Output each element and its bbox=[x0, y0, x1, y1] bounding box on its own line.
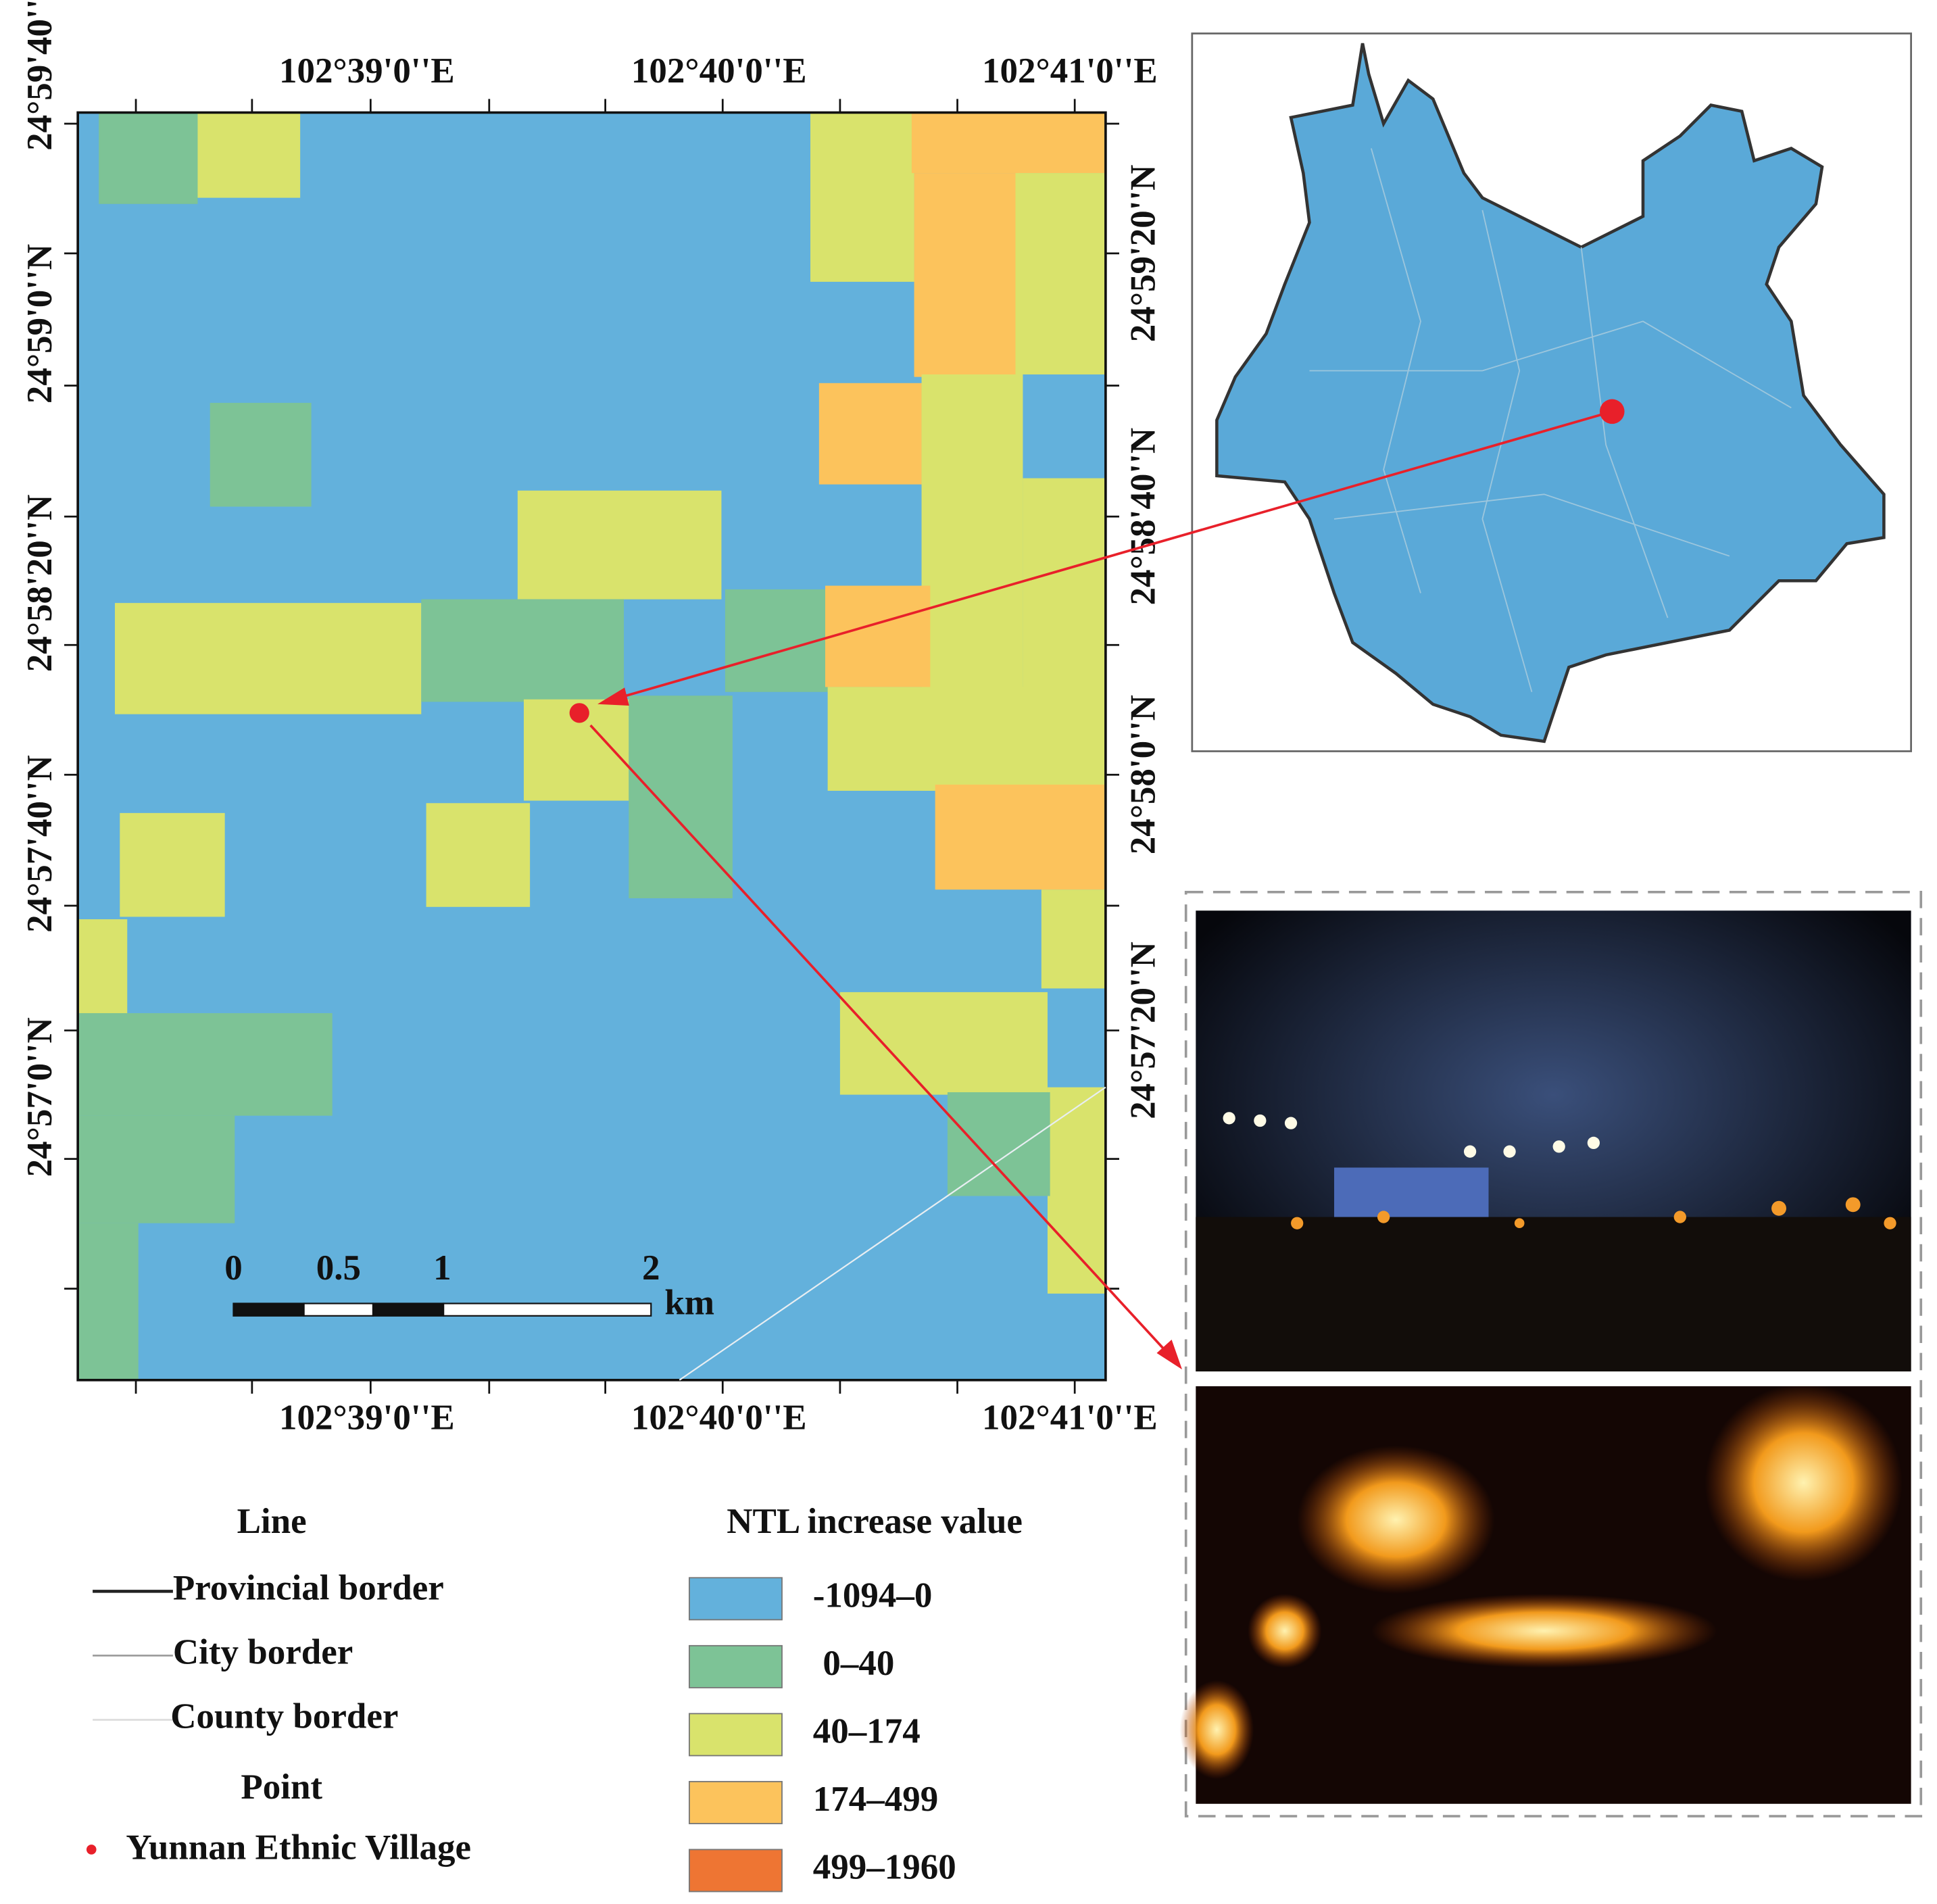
legend-label: -1094–0 bbox=[813, 1576, 933, 1615]
lat-label: 24°58'20''N bbox=[20, 495, 59, 673]
cell bbox=[120, 812, 225, 917]
cell bbox=[1041, 889, 1106, 989]
legend-title: Point bbox=[241, 1767, 322, 1807]
scale-label: 2 bbox=[642, 1248, 660, 1288]
legend-swatch bbox=[689, 1849, 783, 1893]
cell bbox=[935, 784, 1106, 890]
cell bbox=[210, 403, 312, 507]
scale-segment bbox=[372, 1302, 445, 1317]
cell bbox=[818, 383, 922, 485]
cell bbox=[78, 1223, 139, 1380]
legend-label: 174–499 bbox=[813, 1780, 939, 1819]
legend-point bbox=[86, 1845, 97, 1855]
lon-label: 102°41'0''E bbox=[982, 51, 1158, 91]
cell bbox=[810, 112, 914, 282]
cell bbox=[1047, 1087, 1106, 1294]
coord-labels: 102°39'0''E 102°39'0''E 102°40'0''E 102°40'… bbox=[20, 0, 1162, 1437]
lat-label: 24°57'0''N bbox=[20, 1017, 59, 1177]
scale-label: 0.5 bbox=[316, 1248, 361, 1288]
lon-label: 102°41'0''E bbox=[982, 1398, 1158, 1437]
arrows bbox=[589, 410, 1613, 1370]
raster bbox=[78, 112, 1106, 1380]
photo-frame bbox=[1184, 891, 1923, 1817]
legend-label: Yunnan Ethnic Village bbox=[126, 1828, 471, 1867]
ticks bbox=[64, 99, 1119, 1394]
cell bbox=[629, 695, 733, 898]
lat-label: 24°58'0''N bbox=[1123, 695, 1162, 854]
ntl-legend: -1094–0 0–40 40–174 174–499 499–1960 bbox=[689, 1576, 956, 1893]
cell bbox=[78, 919, 128, 1022]
legend-label: 0–40 bbox=[823, 1644, 894, 1683]
cell bbox=[197, 112, 301, 198]
lon-label: 102°39'0''E bbox=[279, 51, 455, 91]
cell bbox=[517, 490, 722, 600]
lon-label: 102°40'0''E bbox=[631, 51, 807, 91]
cell bbox=[421, 599, 624, 702]
legend-swatch bbox=[689, 1644, 783, 1688]
crowd bbox=[1196, 1217, 1911, 1372]
cell bbox=[114, 603, 422, 714]
county-line bbox=[679, 1086, 1106, 1381]
cell bbox=[725, 589, 828, 692]
cell bbox=[839, 992, 1048, 1095]
inset-point bbox=[1600, 399, 1625, 424]
legend-label: Provincial border bbox=[173, 1569, 444, 1608]
cell bbox=[426, 803, 531, 907]
legend-label: 499–1960 bbox=[813, 1848, 956, 1887]
legend-swatch bbox=[689, 1577, 783, 1621]
cell bbox=[947, 1092, 1050, 1196]
legend-label: County border bbox=[170, 1697, 398, 1736]
legend-title: Line bbox=[237, 1502, 307, 1541]
lat-label: 24°59'40''N bbox=[20, 0, 59, 151]
lat-label: 24°59'0''N bbox=[20, 244, 59, 404]
city-borders bbox=[1309, 148, 1792, 692]
lon-label: 102°39'0''E bbox=[279, 1398, 455, 1437]
stage-screen bbox=[1334, 1167, 1489, 1220]
cell bbox=[911, 112, 1106, 174]
cell bbox=[78, 1012, 333, 1116]
yunnan-province bbox=[1215, 43, 1886, 743]
village-point bbox=[569, 703, 589, 723]
cell bbox=[827, 687, 1106, 791]
legend-swatch bbox=[689, 1713, 783, 1757]
lat-label: 24°57'40''N bbox=[20, 755, 59, 933]
legend-label: City border bbox=[173, 1633, 353, 1672]
flames bbox=[1179, 1384, 1903, 1780]
cell bbox=[1015, 173, 1106, 375]
scale-label: 1 bbox=[433, 1248, 451, 1288]
cell bbox=[825, 585, 931, 687]
scale-label: 0 bbox=[224, 1248, 243, 1288]
scale-bar: 0 0.5 1 2km bbox=[224, 1248, 714, 1322]
legend-swatch bbox=[689, 1780, 783, 1824]
torches bbox=[1291, 1197, 1896, 1229]
legend-title: NTL increase value bbox=[727, 1502, 1023, 1541]
cell bbox=[914, 173, 1019, 377]
lat-label: 24°57'20''N bbox=[1123, 942, 1162, 1119]
lon-label: 102°40'0''E bbox=[631, 1398, 807, 1437]
stage-lights bbox=[1223, 1112, 1600, 1158]
legend-label: 40–174 bbox=[813, 1712, 921, 1751]
scale-segment bbox=[443, 1302, 652, 1317]
map-frame bbox=[76, 111, 1107, 1382]
lat-label: 24°58'40''N bbox=[1123, 428, 1162, 606]
scale-segment bbox=[303, 1302, 374, 1317]
cell bbox=[99, 112, 198, 204]
scale-unit: km bbox=[664, 1283, 714, 1322]
cell bbox=[78, 1115, 235, 1223]
lat-label: 24°59'20''N bbox=[1123, 165, 1162, 343]
scale-segment bbox=[232, 1302, 305, 1317]
